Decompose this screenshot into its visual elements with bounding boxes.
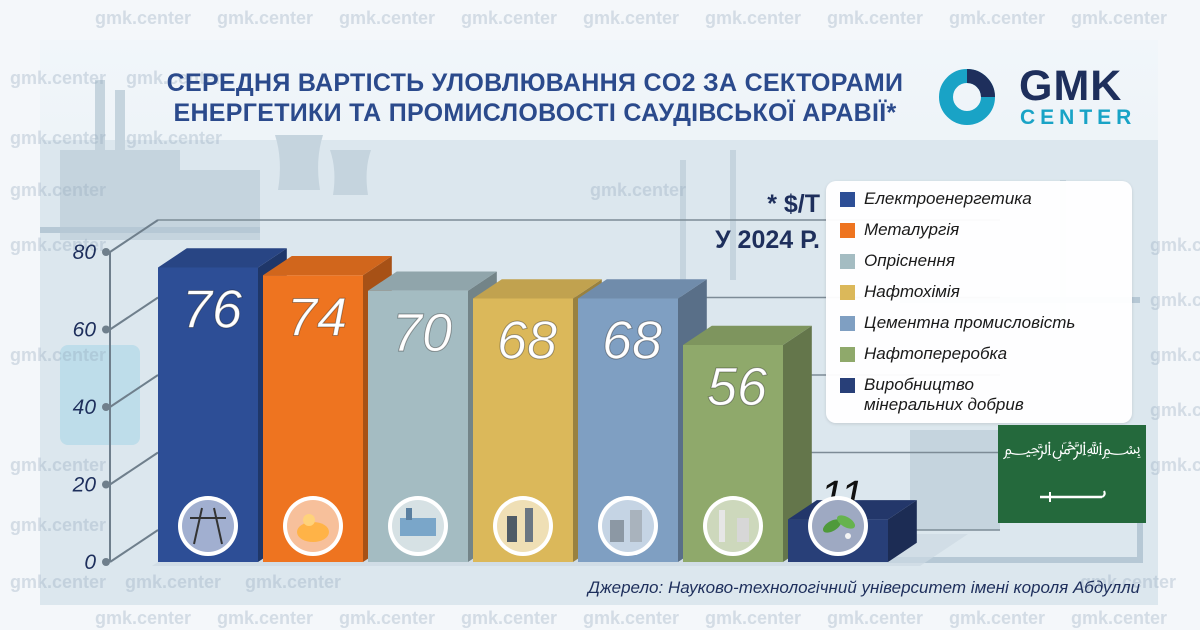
value-label: 56 [707,357,768,417]
logo-gmk-text: GMK [1019,62,1123,110]
y-tick-label: 40 [73,396,97,419]
desalination-plant-icon-part [400,518,436,536]
y-tick-label: 60 [73,319,97,342]
power-lines-icon-part [193,507,203,545]
flag-shahada-icon: ﷽ [1002,438,1142,459]
petrochemical-plant-icon [497,500,549,552]
cement-plant-icon [602,500,654,552]
grid-connector [109,219,159,253]
tick-marker [102,403,110,411]
molten-metal-icon-part [303,514,315,526]
tick-marker [102,325,110,334]
unit-note: * $/Т У 2024 Р. [680,186,820,258]
grid-connector [109,374,159,408]
desalination-plant-icon-part [406,508,412,520]
chart-title: СЕРЕДНЯ ВАРТІСТЬ УЛОВЛЮВАННЯ CO2 ЗА СЕКТ… [150,68,920,128]
bar-side [888,500,917,562]
water-tank [60,345,140,445]
legend-label: Виробництво мінеральних добрив [864,375,1024,414]
unit-line-1: * $/Т [767,190,820,218]
petrochemical-plant-icon-part [525,508,533,542]
fertilizer-icon-part [845,533,851,539]
legend-swatch [840,254,855,269]
cement-plant-icon-part [610,520,624,542]
legend-label: Металургія [864,220,960,239]
cement-plant-icon-part [630,510,642,542]
legend-label: Нафтохімія [864,282,960,301]
legend-swatch [840,347,855,362]
bar-top [158,248,287,268]
y-tick-label: 0 [84,551,96,574]
petrochemical-plant-icon-part [507,516,517,542]
tick-marker [102,480,110,489]
power-lines-icon-part [213,507,223,545]
unit-line-2: У 2024 Р. [715,226,820,254]
refinery-icon [707,500,759,552]
value-label: 68 [602,311,662,371]
fertilizer-icon-part [836,515,856,529]
legend-label: Опріснення [864,251,955,270]
bar-top [683,325,812,345]
value-label: 76 [182,280,243,340]
logo-center-text: CENTER [1020,106,1137,129]
legend: Електроенергетика Металургія Опріснення Наф… [826,181,1132,423]
legend-label: Електроенергетика [864,189,1032,208]
power-lines-icon [182,500,234,552]
bar-top [473,279,602,299]
y-tick-label: 80 [73,241,97,264]
legend-swatch [840,223,855,238]
title-line-1: СЕРЕДНЯ ВАРТІСТЬ УЛОВЛЮВАННЯ CO2 ЗА СЕКТ… [166,69,904,97]
legend-swatch [840,378,855,393]
refinery-icon-part [737,518,749,542]
y-tick-label: 20 [72,474,97,497]
title-line-2: ЕНЕРГЕТИКИ ТА ПРОМИСЛОВОСТІ САУДІВСЬКОЇ … [173,99,897,127]
flag-sword-icon [1040,490,1106,502]
source-note: Джерело: Науково-технологічний університ… [587,578,1140,597]
gmk-logo: GMK CENTER [936,62,1141,134]
legend-label: Нафтопереробка [864,344,1008,363]
value-label: 70 [392,303,452,363]
legend-label: Цементна промисловість [864,313,1076,332]
logo-ring-icon [939,69,995,125]
molten-metal-icon-part [297,522,329,542]
bar-top [578,279,707,299]
grid-connector [109,529,159,563]
value-label: 74 [287,287,347,347]
value-label: 68 [497,311,557,371]
legend-swatch [840,192,855,207]
tick-marker [102,248,110,256]
grid-connector [109,451,159,486]
refinery-icon-part [719,510,725,542]
bar-top [263,256,392,276]
fertilizer-icon-part [822,519,842,533]
bar-top [368,271,497,291]
bar-side [783,325,812,562]
saudi-flag: ﷽ [998,425,1146,523]
tick-marker [102,558,110,566]
legend-swatch [840,285,855,300]
grid-connector [109,296,159,331]
legend-swatch [840,316,855,331]
